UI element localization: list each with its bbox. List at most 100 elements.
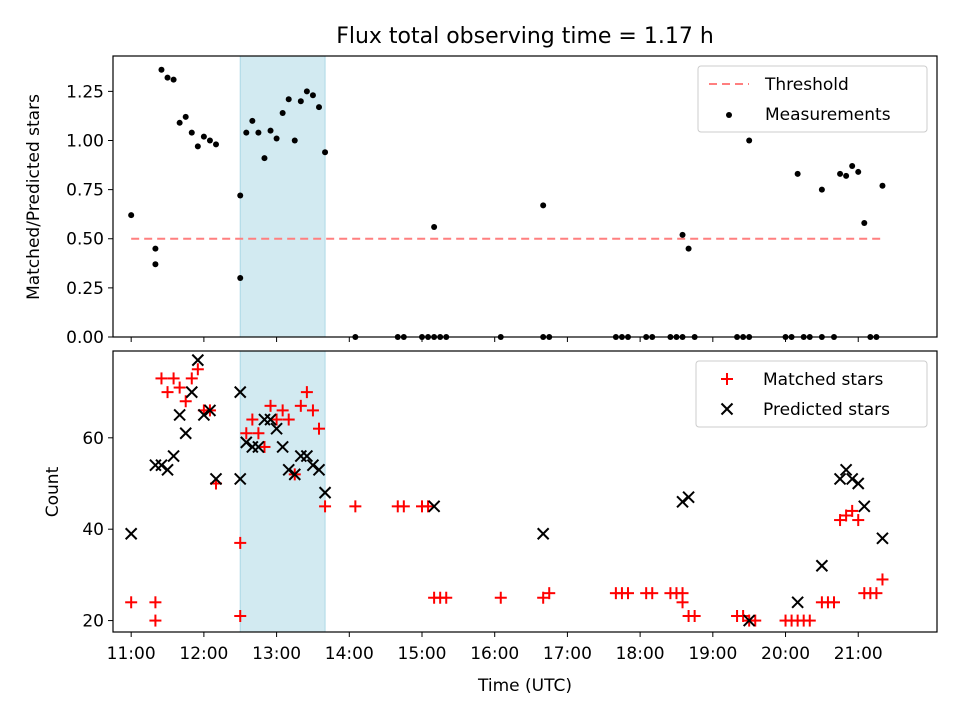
predicted-star-point — [300, 449, 314, 463]
matched-star-point — [125, 596, 138, 609]
matched-star-points — [125, 363, 889, 627]
predicted-star-point — [858, 500, 871, 513]
legend-threshold-label: Threshold — [764, 75, 849, 95]
bottom-shaded-interval — [239, 350, 326, 633]
predicted-star-point — [276, 440, 289, 454]
x-axis-label: Time (UTC) — [477, 676, 572, 696]
predicted-star-point — [839, 463, 853, 477]
bottom-y-tick-label: 40 — [82, 520, 104, 540]
predicted-star-point — [161, 463, 174, 477]
predicted-star-point — [209, 472, 223, 486]
predicted-star-point — [149, 459, 162, 472]
measurement-point — [843, 172, 850, 179]
matched-star-point — [688, 610, 701, 623]
measurement-point — [540, 202, 547, 209]
matched-star-point — [246, 413, 259, 426]
matched-star-point — [234, 536, 247, 549]
predicted-star-point — [173, 408, 186, 422]
matched-star-point — [646, 587, 659, 600]
matched-star-point — [870, 587, 883, 600]
measurement-point — [273, 135, 280, 142]
predicted-star-point — [185, 385, 198, 399]
predicted-star-point — [124, 527, 138, 540]
x-tick-label: 18:00 — [616, 644, 665, 664]
measurement-point — [237, 275, 244, 282]
matched-star-point — [440, 591, 453, 604]
x-tick-label: 17:00 — [543, 644, 592, 664]
predicted-star-point — [742, 614, 756, 627]
top-y-tick-label: 0.50 — [66, 230, 104, 250]
measurement-point — [309, 92, 316, 99]
legend-predicted-marker — [720, 402, 734, 416]
measurement-point — [164, 74, 171, 81]
measurement-point — [176, 119, 183, 126]
predicted-star-point — [318, 486, 332, 499]
top-plot-frame — [112, 55, 938, 338]
matched-star-point — [313, 422, 325, 435]
matched-star-point — [422, 500, 435, 513]
matched-star-point — [846, 504, 859, 517]
measurement-point — [297, 98, 304, 105]
matched-star-point — [543, 587, 556, 600]
matched-star-point — [622, 587, 634, 600]
top-shaded-interval — [239, 55, 326, 338]
predicted-star-point — [234, 385, 247, 399]
bottom-plot-frame — [112, 350, 938, 633]
top-legend-box — [697, 65, 928, 133]
legend-measurements-swatch — [726, 112, 732, 118]
predicted-star-point — [852, 477, 865, 490]
measurement-point — [316, 104, 322, 111]
measurement-point — [322, 149, 329, 156]
legend-matched-swatch — [721, 373, 733, 385]
matched-star-point — [349, 500, 362, 513]
top-y-axis-label: Matched/Predicted stars — [24, 94, 44, 300]
matched-star-point — [167, 372, 180, 385]
matched-star-point — [161, 386, 174, 399]
measurement-point — [128, 212, 135, 219]
measurement-point — [879, 182, 886, 189]
matched-star-point — [252, 427, 265, 440]
top-y-tick-label: 0.25 — [66, 279, 104, 299]
measurement-point — [685, 245, 692, 252]
measurement-point — [746, 137, 753, 144]
top-legend: Threshold Measurements — [697, 65, 928, 133]
bottom-panel: 20 40 60 11:00 12:00 13:00 14:00 15:00 16:00 17:… — [43, 350, 938, 696]
legend-matched-label: Matched stars — [763, 370, 883, 390]
predicted-star-point — [427, 500, 441, 513]
predicted-star-point — [815, 559, 829, 572]
matched-star-point — [300, 386, 313, 399]
predicted-star-point — [155, 459, 168, 472]
matched-star-point — [179, 395, 192, 408]
matched-star-point — [397, 500, 410, 513]
matched-star-point — [852, 514, 865, 527]
top-y-tick-label: 1.00 — [66, 131, 104, 151]
matched-star-point — [737, 610, 750, 623]
matched-star-point — [803, 614, 816, 627]
measurement-point — [837, 170, 844, 177]
matched-star-point — [828, 596, 840, 609]
predicted-star-point — [234, 472, 247, 486]
measurement-points — [128, 66, 886, 340]
measurement-point — [194, 143, 201, 150]
measurement-point — [279, 109, 286, 116]
legend-matched-marker — [721, 373, 733, 385]
matched-star-point — [240, 427, 253, 440]
measurement-point — [285, 96, 292, 103]
matched-star-point — [676, 596, 689, 609]
measurement-point — [303, 88, 310, 95]
bottom-y-tick-label: 60 — [82, 429, 104, 449]
matched-star-point — [494, 591, 507, 604]
x-tick-label: 21:00 — [834, 644, 883, 664]
x-tick-label: 19:00 — [688, 644, 737, 664]
measurement-point — [158, 66, 165, 73]
measurement-point — [267, 127, 274, 134]
predicted-star-point — [270, 422, 283, 435]
top-y-tick-label: 1.25 — [66, 82, 104, 102]
bottom-legend-box — [695, 360, 928, 428]
predicted-star-point — [167, 449, 180, 463]
measurement-point — [243, 129, 250, 136]
measurement-point — [291, 137, 298, 144]
measurement-point — [431, 223, 438, 230]
predicted-star-point — [197, 408, 211, 422]
